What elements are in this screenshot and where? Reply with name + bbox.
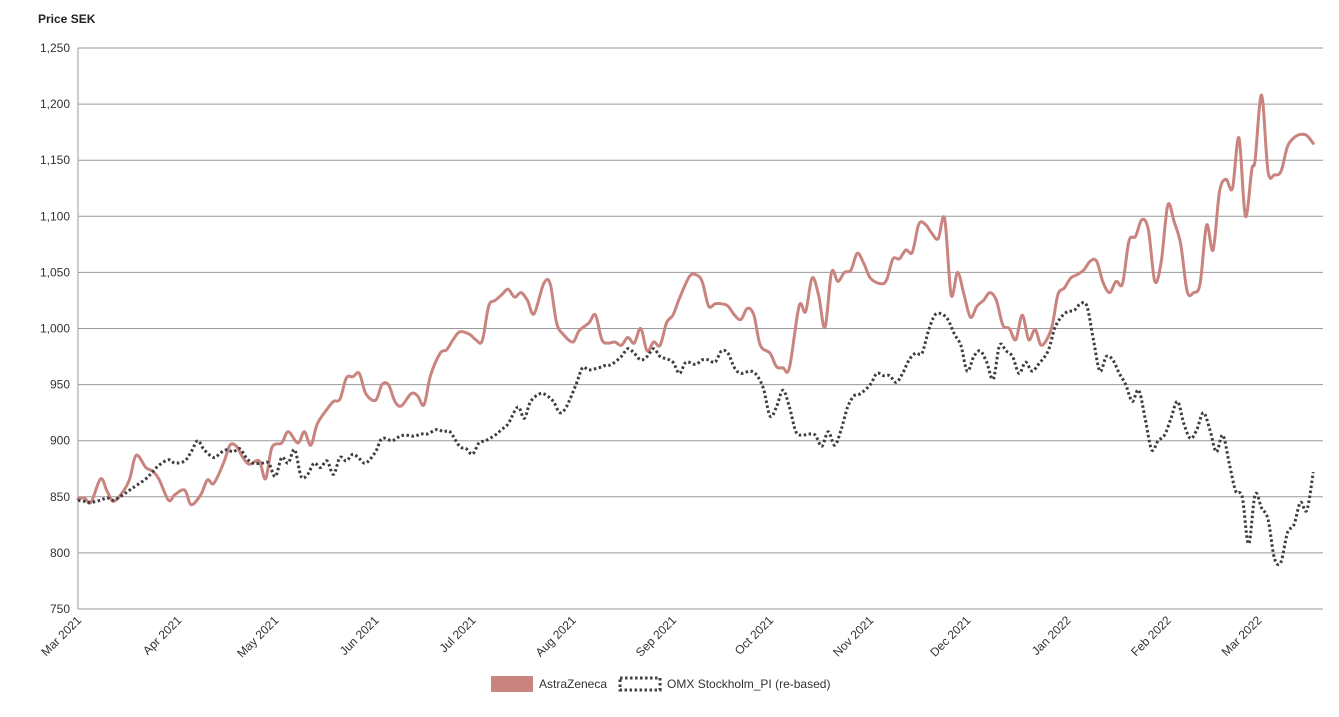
y-tick-label: 950 [50, 378, 70, 392]
y-tick-label: 750 [50, 602, 70, 616]
legend-swatch [618, 676, 662, 692]
y-tick-label: 1,200 [40, 97, 70, 111]
x-tick-label: Feb 2022 [1128, 613, 1174, 659]
x-tick-label: Sep 2021 [633, 613, 679, 659]
x-tick-label: Apr 2021 [140, 613, 185, 658]
y-axis-title: Price SEK [38, 12, 96, 26]
y-tick-labels: 750 800 850 900 950 1,000 1,050 1,100 1,150 1,200… [40, 41, 70, 616]
y-tick-label: 1,050 [40, 265, 70, 279]
series-lines [76, 93, 1315, 567]
x-tick-label: Mar 2022 [1219, 613, 1265, 659]
y-tick-label: 1,150 [40, 153, 70, 167]
y-tick-label: 1,100 [40, 209, 70, 223]
x-tick-label: Dec 2021 [927, 613, 973, 659]
x-tick-label: Mar 2021 [38, 613, 84, 659]
x-tick-label: Jun 2021 [337, 613, 382, 658]
y-tick-label: 1,000 [40, 322, 70, 336]
x-tick-label: Jan 2022 [1029, 613, 1074, 658]
y-tick-label: 1,250 [40, 41, 70, 55]
x-tick-label: May 2021 [234, 613, 281, 660]
y-tick-label: 850 [50, 490, 70, 504]
y-tick-label: 800 [50, 546, 70, 560]
legend-label: OMX Stockholm_PI (re-based) [667, 677, 830, 691]
legend-label: AstraZeneca [539, 677, 607, 691]
legend-swatch [491, 676, 533, 692]
x-tick-label: Aug 2021 [533, 613, 579, 659]
series-line [76, 93, 1315, 507]
legend: AstraZeneca OMX Stockholm_PI (re-based) [491, 676, 830, 692]
x-tick-label: Jul 2021 [437, 613, 479, 655]
x-tick-label: Nov 2021 [830, 613, 876, 659]
x-tick-labels: Mar 2021 Apr 2021 May 2021 Jun 2021 Jul 2021… [38, 613, 1264, 660]
series-line [77, 300, 1315, 567]
y-tick-label: 900 [50, 434, 70, 448]
grid-lines [77, 47, 1323, 610]
x-tick-label: Oct 2021 [732, 613, 777, 658]
